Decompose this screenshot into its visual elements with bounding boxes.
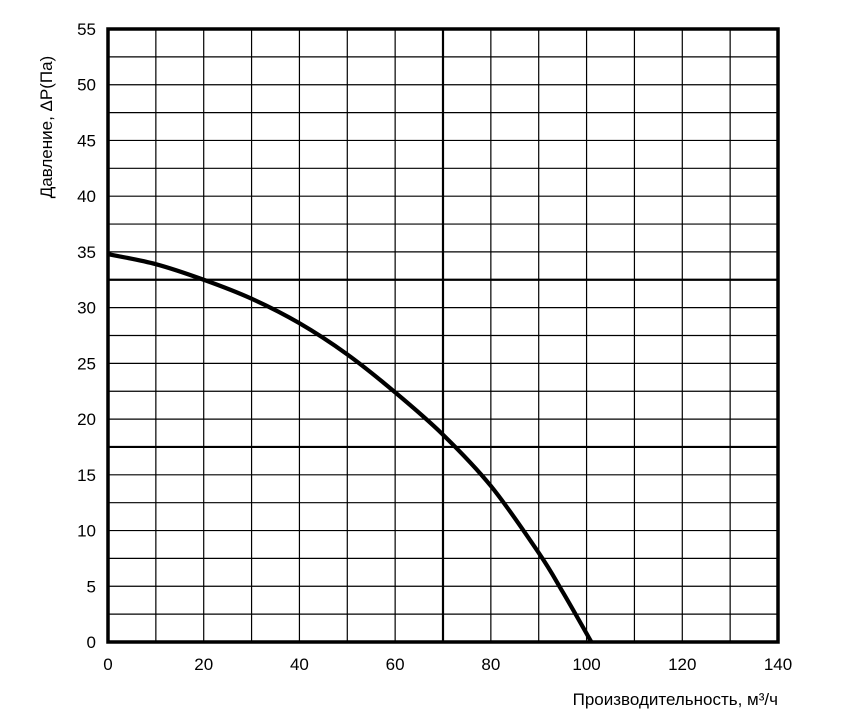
y-tick-label: 55 — [77, 20, 96, 39]
x-tick-labels: 0 20 40 60 80 100 120 140 — [103, 655, 792, 674]
y-tick-label: 45 — [77, 131, 96, 150]
y-tick-label: 15 — [77, 466, 96, 485]
y-tick-label: 5 — [87, 577, 96, 596]
y-axis-title: Давление, ΔP(Па) — [37, 56, 56, 198]
grid-major — [108, 29, 778, 642]
x-tick-label: 40 — [290, 655, 309, 674]
y-tick-label: 20 — [77, 410, 96, 429]
x-tick-label: 80 — [481, 655, 500, 674]
y-tick-label: 0 — [87, 633, 96, 652]
x-tick-label: 60 — [386, 655, 405, 674]
plot-frame — [106, 27, 780, 644]
y-tick-label: 40 — [77, 187, 96, 206]
y-tick-label: 30 — [77, 299, 96, 318]
y-tick-label: 35 — [77, 243, 96, 262]
curve-layer — [107, 252, 594, 644]
x-tick-label: 120 — [668, 655, 696, 674]
x-tick-label: 20 — [194, 655, 213, 674]
x-axis-title: Производительность, м³/ч — [573, 690, 778, 709]
y-tick-label: 25 — [77, 354, 96, 373]
y-tick-label: 10 — [77, 522, 96, 541]
x-tick-label: 0 — [103, 655, 112, 674]
x-tick-label: 100 — [572, 655, 600, 674]
x-tick-label: 140 — [764, 655, 792, 674]
y-tick-label: 50 — [77, 76, 96, 95]
y-tick-labels: 0 5 10 15 20 25 30 35 40 45 50 55 — [77, 20, 96, 652]
series-line-0 — [107, 252, 594, 644]
